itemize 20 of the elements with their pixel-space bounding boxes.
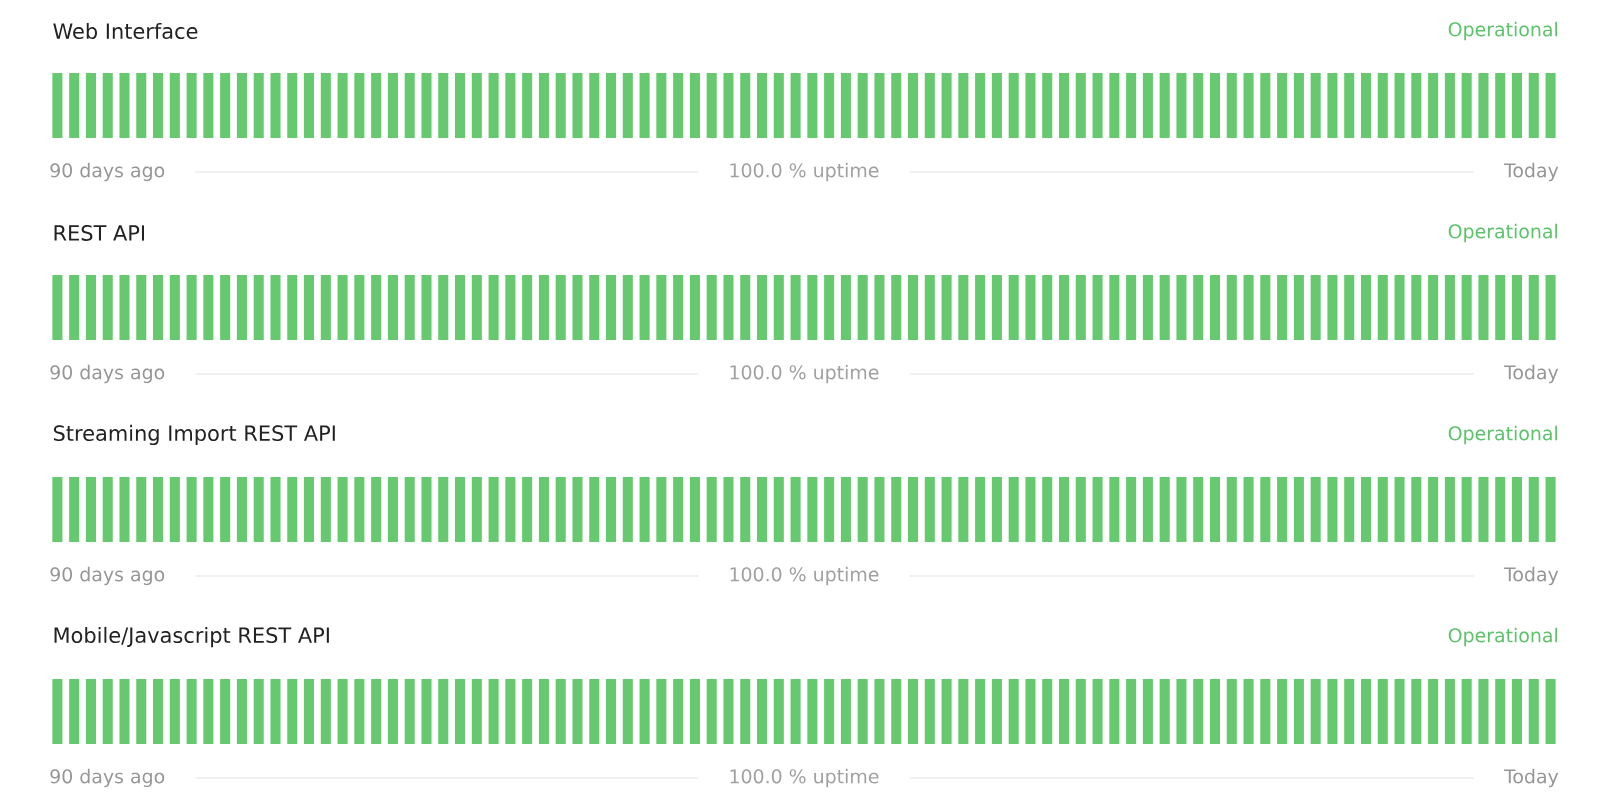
chart-title: Mobile/Javascript REST API	[54, 626, 329, 648]
text: Operational	[1448, 223, 1557, 243]
chart-title: Web Interface	[53, 22, 198, 40]
chart-title: Streaming Import REST API	[53, 424, 335, 446]
text: 100.0 % uptime	[730, 364, 879, 384]
text: 100.0 % uptime	[730, 162, 879, 182]
chart-title: REST API	[54, 225, 145, 241]
text: Today	[1503, 162, 1559, 182]
text: 100.0 % uptime	[730, 566, 879, 586]
text: Operational	[1448, 425, 1557, 445]
text: Today	[1503, 364, 1559, 384]
text: Operational	[1448, 21, 1557, 41]
text: Today	[1503, 768, 1559, 788]
text: Today	[1503, 566, 1559, 586]
text: 100.0 % uptime	[730, 768, 879, 788]
text: 90 days ago	[50, 768, 165, 788]
text: Operational	[1448, 627, 1557, 647]
text: 90 days ago	[50, 566, 165, 586]
text: 90 days ago	[50, 364, 165, 384]
text: 90 days ago	[50, 162, 165, 182]
